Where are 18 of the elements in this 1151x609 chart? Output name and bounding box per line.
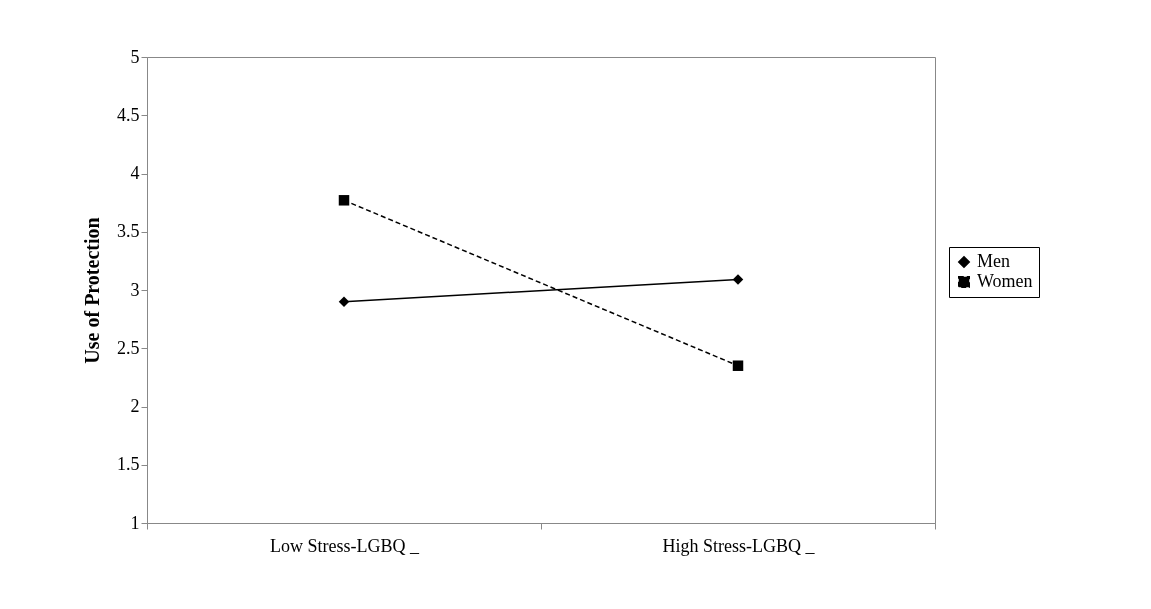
point (338, 195, 350, 206)
x-tick-label: High Stress-LGBQ _ (662, 535, 816, 556)
y-tick-label: 2 (130, 396, 140, 416)
point (732, 360, 744, 371)
y-tick-label: 3 (130, 279, 140, 300)
point (732, 274, 744, 285)
y-tick-label: 1 (130, 512, 140, 533)
legend-label: Women (977, 271, 1033, 291)
y-tick-label: 1.5 (117, 454, 140, 475)
y-tick-label: 5 (130, 46, 140, 67)
y-axis-title: Use of Protection (81, 217, 103, 364)
legend-label: Men (977, 251, 1010, 271)
y-tick-label: 4 (130, 163, 140, 183)
y-tick-label: 2.5 (117, 337, 140, 358)
y-tick-label: 4.5 (117, 104, 140, 125)
y-tick-label: 3.5 (117, 221, 140, 242)
x-tick-label: Low Stress-LGBQ _ (270, 535, 420, 556)
point (338, 296, 350, 307)
